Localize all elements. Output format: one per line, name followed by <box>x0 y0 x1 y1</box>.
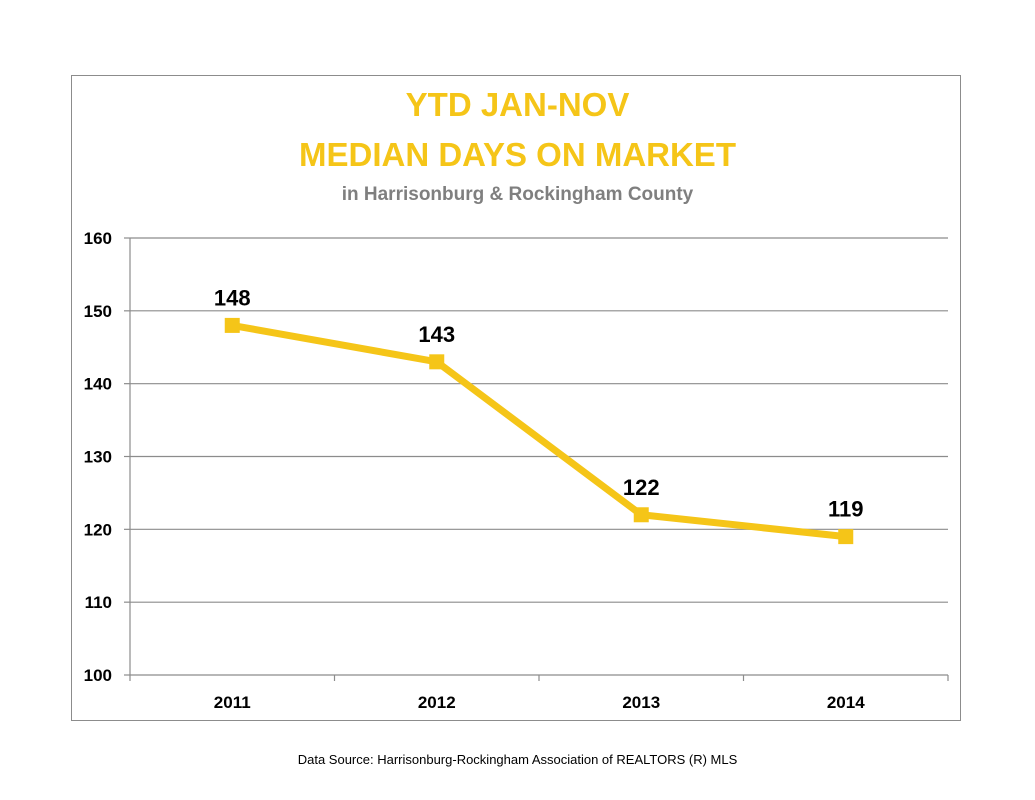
data-point-marker <box>838 529 854 545</box>
series-line-path <box>228 321 850 541</box>
chart-title-line2: MEDIAN DAYS ON MARKET <box>299 136 736 173</box>
y-tick-label: 120 <box>84 520 112 539</box>
data-labels: 148 143 122 119 <box>214 285 864 521</box>
data-label: 119 <box>828 497 864 522</box>
chart-frame <box>71 75 961 721</box>
x-tick-label: 2011 <box>214 693 251 712</box>
y-tick-label: 160 <box>84 229 112 248</box>
data-source-footer: Data Source: Harrisonburg-Rockingham Ass… <box>297 752 738 767</box>
data-point-marker <box>429 354 445 370</box>
data-label: 143 <box>418 322 455 347</box>
data-point-marker <box>224 317 240 333</box>
series-line <box>224 317 854 545</box>
y-tick-label: 110 <box>85 593 112 612</box>
chart-subtitle: in Harrisonburg & Rockingham County <box>341 184 694 205</box>
y-tick-label: 150 <box>84 302 112 321</box>
x-tick-label: 2014 <box>827 693 865 712</box>
data-label: 122 <box>623 475 660 500</box>
data-point-marker <box>633 507 649 523</box>
data-label: 148 <box>214 285 251 310</box>
gridlines <box>130 237 948 603</box>
x-tick-label: 2013 <box>622 693 660 712</box>
y-tick-label: 100 <box>84 666 112 685</box>
y-tick-label: 130 <box>84 448 112 467</box>
x-tick-label: 2012 <box>418 693 456 712</box>
y-tick-label: 140 <box>84 375 112 394</box>
chart-title: YTD JAN-NOV <box>405 86 630 123</box>
axes: 100 110 120 130 140 150 160 2011 2012 2013 2014 <box>84 229 949 712</box>
